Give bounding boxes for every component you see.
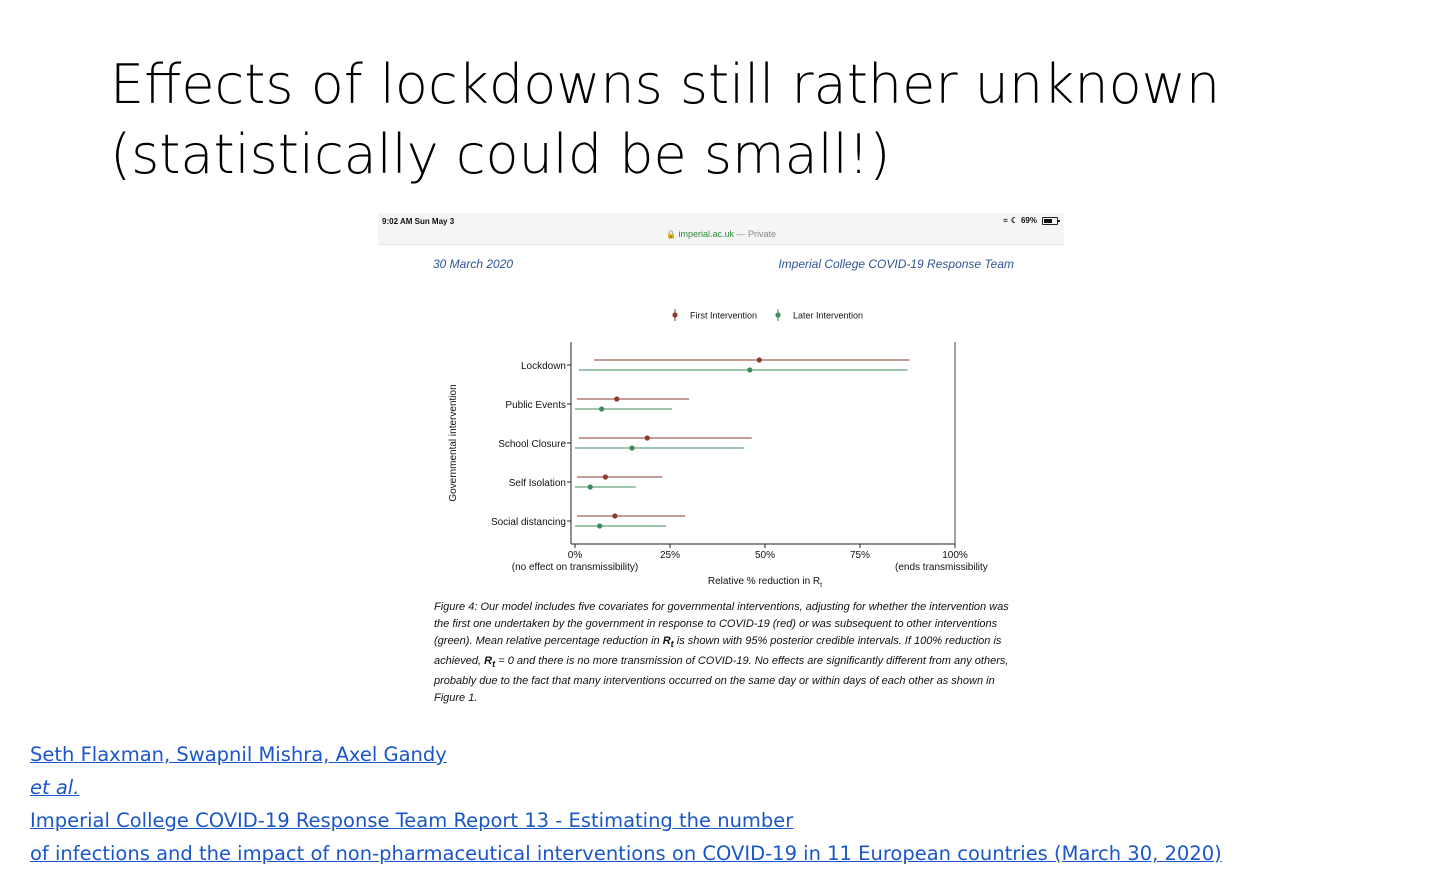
y-tick-label: School Closure: [498, 439, 566, 450]
point-estimate: [587, 484, 593, 490]
x-tick-label: 100%: [942, 550, 968, 561]
x-tick-label: 25%: [660, 550, 680, 561]
y-axis-title: Governmental intervention: [448, 384, 459, 501]
moon-icon: ☾: [1010, 216, 1018, 225]
caption-rt-1-sub: t: [670, 639, 674, 650]
embedded-screenshot: 9:02 AM Sun May 3 ≈ ☾ 69% 🔒 imperial.ac.…: [378, 213, 1064, 723]
caption-part-1: Figure 4: Our model includes five covari…: [434, 601, 1009, 647]
point-estimate: [747, 367, 753, 373]
x-tick-label: 0%: [568, 550, 583, 561]
legend-swatch-dot: [775, 312, 781, 318]
browser-status-bar: 9:02 AM Sun May 3 ≈ ☾ 69% 🔒 imperial.ac.…: [378, 213, 1064, 245]
slide-title: Effects of lockdowns still rather unknow…: [110, 50, 1310, 190]
point-estimate: [599, 406, 605, 412]
point-estimate: [756, 357, 762, 363]
y-tick-label: Public Events: [505, 400, 566, 411]
status-indicators: ≈ ☾ 69%: [1003, 216, 1060, 225]
wifi-icon: ≈: [1003, 216, 1008, 225]
status-time: 9:02 AM Sun May 3: [382, 217, 455, 226]
point-estimate: [612, 513, 618, 519]
url-private-label: — Private: [736, 229, 777, 239]
x-tick-label: 50%: [755, 550, 775, 561]
battery-percent: 69%: [1020, 216, 1037, 225]
legend-swatch-dot: [672, 312, 678, 318]
point-estimate: [629, 445, 635, 451]
point-estimate: [614, 396, 620, 402]
citation-line-2[interactable]: of infections and the impact of non-phar…: [30, 842, 1222, 865]
x-note-left: (no effect on transmissibility): [512, 562, 639, 573]
x-axis-title: Relative % reduction in Rt: [708, 576, 822, 589]
figure-caption: Figure 4: Our model includes five covari…: [434, 599, 1014, 707]
caption-rt-2-sub: t: [492, 659, 496, 670]
x-note-right: (ends transmissibility: [895, 562, 988, 573]
citation-authors[interactable]: Seth Flaxman, Swapnil Mishra, Axel Gandy: [30, 743, 447, 766]
slide-title-line-2: (statistically could be small!): [110, 123, 891, 186]
citation-line-1[interactable]: Seth Flaxman, Swapnil Mishra, Axel Gandy…: [30, 738, 1430, 837]
point-estimate: [602, 474, 608, 480]
url-host: imperial.ac.uk: [678, 229, 734, 239]
caption-part-2: is shown with 95% posterior credible int…: [434, 635, 1002, 668]
legend-label: Later Intervention: [793, 311, 863, 321]
slide-title-line-1: Effects of lockdowns still rather unknow…: [110, 53, 1221, 116]
y-tick-label: Social distancing: [491, 517, 566, 528]
point-estimate: [597, 523, 603, 529]
citation-line-1-rest[interactable]: Imperial College COVID-19 Response Team …: [30, 809, 794, 832]
x-tick-label: 75%: [850, 550, 870, 561]
caption-rt-2: R: [484, 655, 493, 668]
point-estimate: [644, 435, 650, 441]
y-tick-label: Self Isolation: [509, 478, 566, 489]
address-bar[interactable]: 🔒 imperial.ac.uk — Private: [378, 229, 1064, 239]
citation-link[interactable]: Seth Flaxman, Swapnil Mishra, Axel Gandy…: [30, 738, 1430, 870]
legend-label: First Intervention: [690, 311, 757, 321]
battery-icon: [1042, 216, 1060, 225]
caption-rt-1: R: [662, 635, 671, 647]
y-tick-label: Lockdown: [521, 361, 566, 372]
forest-plot: First Intervention Later Intervention Gove…: [448, 309, 988, 589]
citation-etal[interactable]: et al.: [30, 776, 80, 799]
document-date: 30 March 2020: [433, 257, 514, 271]
document-team: Imperial College COVID-19 Response Team: [778, 257, 1014, 271]
caption-part-3: = 0 and there is no more transmission of…: [434, 655, 1009, 705]
lock-icon: 🔒: [665, 230, 676, 239]
